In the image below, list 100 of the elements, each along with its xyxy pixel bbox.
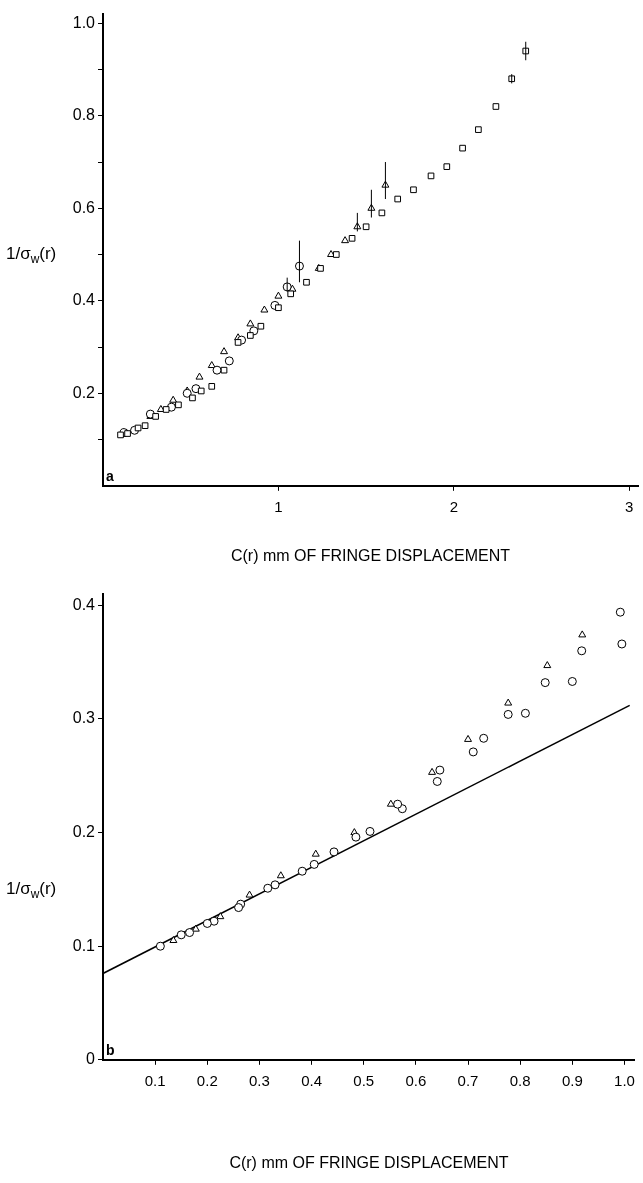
point <box>117 431 124 439</box>
point <box>365 826 375 836</box>
x-tick-label: 1 <box>274 497 283 515</box>
point <box>175 401 182 409</box>
point <box>212 365 222 375</box>
point <box>410 186 417 194</box>
x-tick-label: 0.6 <box>405 1071 427 1089</box>
point <box>468 747 478 757</box>
y-tick-label: 0.4 <box>72 291 96 309</box>
y-tick-label: 0.8 <box>72 106 96 124</box>
point <box>234 903 244 913</box>
point <box>202 918 212 928</box>
x-tick-label: 0.4 <box>301 1071 323 1089</box>
point <box>309 859 319 869</box>
point <box>156 404 165 412</box>
point <box>260 305 269 313</box>
point <box>224 356 234 366</box>
annotation: b <box>106 1041 115 1058</box>
point <box>543 661 552 669</box>
point <box>435 765 445 775</box>
point <box>567 676 577 686</box>
point <box>162 406 170 413</box>
point <box>432 776 442 786</box>
x-axis-title: C(r) mm OF FRINGE DISPLACEMENT <box>230 546 511 564</box>
x-tick-label: 0.5 <box>353 1071 375 1089</box>
point <box>393 799 403 809</box>
point <box>386 799 395 807</box>
y-tick-label: 0.3 <box>72 709 96 727</box>
point <box>207 361 216 369</box>
point <box>577 646 587 656</box>
point <box>197 387 205 395</box>
point <box>234 339 242 346</box>
point <box>134 424 142 432</box>
point <box>492 103 500 110</box>
point <box>311 849 320 857</box>
point <box>169 395 178 403</box>
y-tick-label: 0.6 <box>72 198 96 216</box>
point <box>351 832 361 842</box>
point <box>503 709 513 719</box>
point <box>216 912 225 920</box>
point <box>540 678 550 688</box>
point <box>394 195 402 203</box>
point <box>479 733 489 743</box>
x-tick-label: 3 <box>625 497 634 515</box>
point <box>428 767 437 775</box>
point <box>195 372 204 380</box>
point <box>208 383 216 390</box>
y-tick-label: 0 <box>86 1050 96 1068</box>
point <box>176 930 186 940</box>
point <box>329 847 339 857</box>
y-tick-label: 1.0 <box>72 13 96 31</box>
point <box>287 290 295 298</box>
point <box>155 941 165 951</box>
x-tick-label: 0.1 <box>144 1071 166 1089</box>
point <box>247 332 254 339</box>
x-tick-label: 0.9 <box>561 1071 583 1089</box>
x-tick-label: 0.3 <box>249 1071 270 1089</box>
point <box>152 413 159 420</box>
point <box>617 639 627 649</box>
x-tick-label: 0.8 <box>509 1071 531 1089</box>
point <box>475 126 482 133</box>
point <box>169 936 178 944</box>
point <box>341 236 350 244</box>
x-tick-label: 2 <box>449 497 458 515</box>
point <box>257 322 265 330</box>
point <box>615 607 625 617</box>
point <box>141 422 149 429</box>
y-tick-label: 0.2 <box>72 383 96 401</box>
point <box>276 871 285 879</box>
point <box>275 304 282 312</box>
point <box>182 388 192 398</box>
point <box>189 394 196 402</box>
point <box>362 223 370 231</box>
x-tick-label: 0.7 <box>457 1071 479 1089</box>
annotation: a <box>106 467 114 484</box>
point <box>191 924 200 932</box>
point <box>270 880 280 890</box>
point <box>464 734 472 742</box>
point <box>578 630 587 638</box>
x-tick-label: 0.2 <box>196 1071 218 1089</box>
y-tick-label: 0.4 <box>72 595 96 613</box>
point <box>263 883 273 893</box>
point <box>185 928 195 938</box>
point <box>504 698 513 706</box>
x-axis-title: C(r) mm OF FRINGE DISPLACEMENT <box>229 1153 509 1171</box>
point <box>124 430 131 437</box>
point <box>220 347 228 355</box>
point <box>427 172 435 180</box>
point <box>459 144 466 152</box>
point <box>348 235 356 242</box>
point <box>520 708 530 718</box>
point <box>297 866 307 876</box>
y-tick-label: 0.2 <box>72 822 96 840</box>
point <box>245 890 254 898</box>
point <box>303 278 310 286</box>
point <box>378 209 386 217</box>
point <box>274 291 283 299</box>
point <box>246 319 255 327</box>
y-tick-label: 0.1 <box>72 936 96 954</box>
point <box>220 366 228 374</box>
